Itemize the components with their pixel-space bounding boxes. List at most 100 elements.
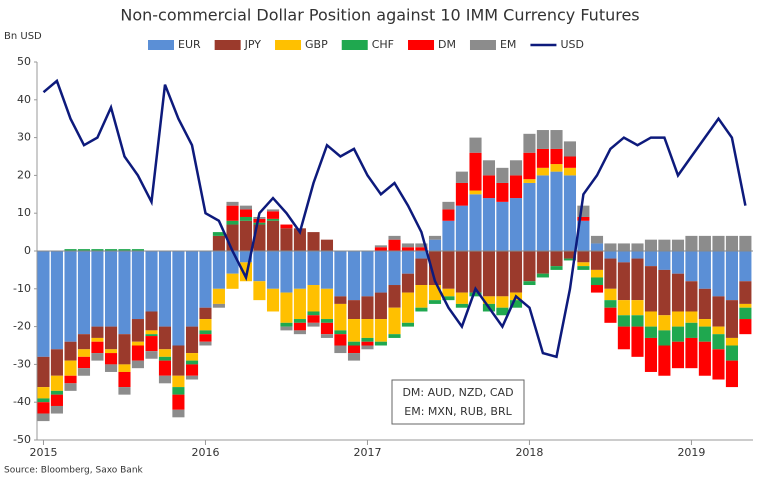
bar-segment xyxy=(172,394,185,410)
bar-segment xyxy=(428,251,442,286)
bar-segment xyxy=(644,266,657,312)
bar-segment xyxy=(334,345,347,354)
bar-segment xyxy=(361,337,374,342)
legend-swatch xyxy=(341,40,368,50)
legend-label: GBP xyxy=(305,38,328,51)
bar-segment xyxy=(523,182,536,251)
bar-segment xyxy=(172,345,185,376)
bar-segment xyxy=(739,281,752,304)
bar-segment xyxy=(91,337,104,342)
bar-segment xyxy=(590,243,604,251)
bar-segment xyxy=(239,205,253,210)
legend-label: EM xyxy=(500,38,516,51)
bar-segment xyxy=(712,326,725,335)
bar-segment xyxy=(577,262,590,267)
bar-segment xyxy=(131,319,144,342)
y-tick-label: -20 xyxy=(13,320,31,333)
bar-segment xyxy=(104,249,118,251)
bar-segment xyxy=(199,307,212,320)
bar-segment xyxy=(455,205,468,251)
legend-label: DM xyxy=(438,38,456,51)
bar-segment xyxy=(118,387,131,395)
bar-segment xyxy=(199,334,212,342)
bar-segment xyxy=(280,326,293,331)
bar-segment xyxy=(361,319,374,338)
bar-segment xyxy=(617,251,630,263)
bar-segment xyxy=(604,288,617,301)
bar-segment xyxy=(631,300,644,316)
bar-segment xyxy=(77,249,91,251)
bar-segment xyxy=(131,249,144,251)
bar-segment xyxy=(50,405,63,414)
bar-segment xyxy=(37,356,50,388)
bar-segment xyxy=(644,239,657,251)
bar-segment xyxy=(118,249,131,251)
bar-segment xyxy=(388,307,401,335)
bar-segment xyxy=(280,224,293,229)
bar-segment xyxy=(320,239,334,251)
bar-segment xyxy=(698,326,711,342)
bar-segment xyxy=(266,218,280,221)
bar-segment xyxy=(37,398,50,403)
bar-segment xyxy=(64,251,77,342)
bar-segment xyxy=(550,171,563,251)
bar-segment xyxy=(347,345,361,354)
bar-segment xyxy=(145,311,158,331)
bar-segment xyxy=(604,251,617,259)
bar-segment xyxy=(550,130,563,149)
bar-segment xyxy=(266,209,280,212)
bar-segment xyxy=(563,258,577,261)
bar-segment xyxy=(563,175,577,251)
bar-segment xyxy=(199,251,212,308)
bar-segment xyxy=(91,326,104,338)
bar-segment xyxy=(712,349,725,380)
bar-segment xyxy=(685,281,698,312)
bar-segment xyxy=(415,243,428,248)
source: Source: Bloomberg, Saxo Bank xyxy=(4,466,144,476)
bar-segment xyxy=(617,243,630,251)
bar-segment xyxy=(347,300,361,320)
bar-segment xyxy=(158,349,172,357)
bar-segment xyxy=(199,330,212,335)
bar-segment xyxy=(91,341,104,354)
bar-segment xyxy=(482,198,496,251)
legend-label: USD xyxy=(560,38,584,51)
bar-segment xyxy=(631,251,644,259)
bar-segment xyxy=(442,201,455,210)
bar-segment xyxy=(401,251,415,274)
bar-segment xyxy=(104,353,118,365)
bar-segment xyxy=(145,251,158,312)
bar-segment xyxy=(172,251,185,346)
bar-segment xyxy=(293,251,306,289)
bar-segment xyxy=(64,360,77,376)
bar-segment xyxy=(50,349,63,376)
bar-segment xyxy=(496,251,509,297)
bar-segment xyxy=(334,303,347,331)
bar-segment xyxy=(671,273,685,312)
bar-segment xyxy=(374,341,387,346)
bar-segment xyxy=(536,148,549,168)
bar-segment xyxy=(401,292,415,323)
bar-segment xyxy=(91,251,104,327)
legend-swatch xyxy=(469,40,496,50)
bar-segment xyxy=(617,326,630,350)
y-tick-label: 30 xyxy=(17,131,31,144)
bar-segment xyxy=(415,251,428,259)
bar-segment xyxy=(455,171,468,183)
bar-segment xyxy=(361,345,374,350)
bar-segment xyxy=(64,383,77,391)
bar-segment xyxy=(712,251,725,297)
bar-segment xyxy=(212,251,225,289)
bar-segment xyxy=(658,345,671,376)
bar-segment xyxy=(671,251,685,274)
bar-segment xyxy=(185,364,199,376)
bar-segment xyxy=(64,249,77,251)
bar-segment xyxy=(469,251,482,293)
bar-segment xyxy=(50,375,63,391)
bar-segment xyxy=(212,235,225,251)
usd-line xyxy=(42,78,747,359)
bar-segment xyxy=(442,251,455,289)
bar-segment xyxy=(496,296,509,308)
bar-segment xyxy=(334,296,347,304)
y-tick-label: 0 xyxy=(24,244,31,257)
